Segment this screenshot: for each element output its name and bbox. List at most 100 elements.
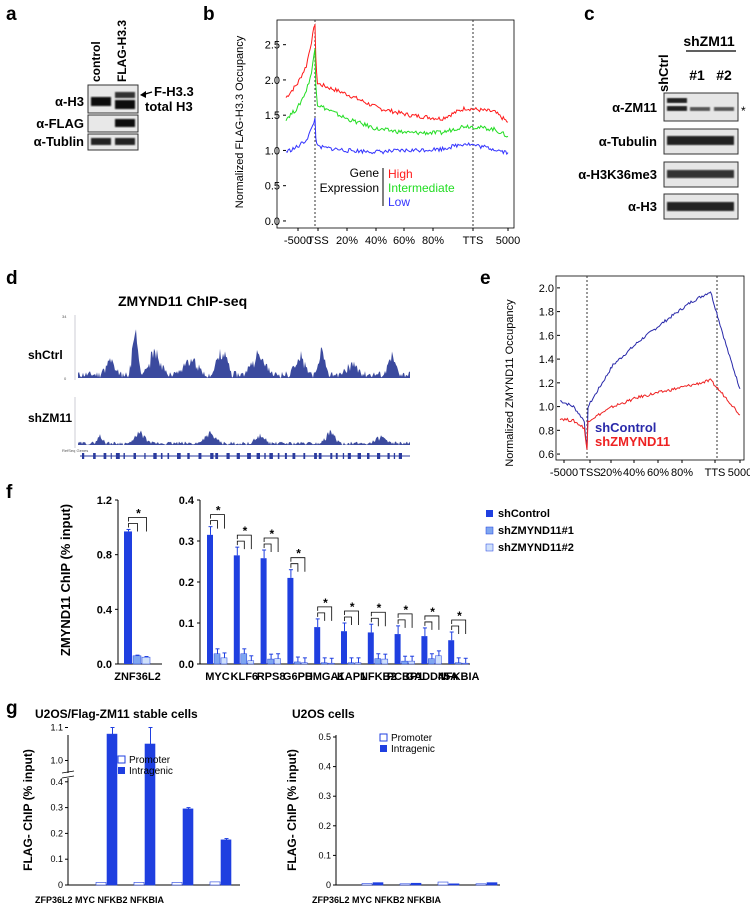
d-gene-exon (215, 453, 219, 459)
f-right-bar-pcbp1-0 (394, 634, 401, 664)
f-right-category-label: RPS8 (257, 671, 286, 683)
g-right-legend-promoter: Promoter (391, 733, 433, 744)
g-right-bar-myc-intragenic (410, 882, 422, 886)
panel-letter-g: g (6, 698, 18, 719)
f-legend-shzmynd11-2: shZMYND11#2 (498, 542, 574, 554)
d-gene-exon (357, 453, 361, 459)
f-right-category-label: HMGA1 (305, 671, 345, 683)
f-right-bar-rps8-2 (274, 658, 281, 665)
f-right-category-label: KAP1 (337, 671, 366, 683)
d-gene-exon (264, 453, 266, 459)
e-xtick-label: 40% (623, 467, 645, 479)
c-star: * (741, 104, 746, 118)
f-left-ytick-label: 0.4 (97, 604, 113, 616)
d-gene-exon (93, 453, 96, 459)
g-left-title: U2OS/Flag-ZM11 stable cells (35, 707, 198, 721)
d-scale-top: 34 (62, 314, 67, 319)
b-xtick-label: -5000 (284, 235, 312, 247)
b-ytick-label: 1.5 (265, 110, 280, 122)
b-legend-title-2: Expression (320, 181, 379, 195)
d-gene-exon (153, 453, 157, 459)
d-gene-exon (269, 453, 273, 459)
band (667, 98, 687, 103)
d-track-label-shzm11: shZM11 (28, 411, 72, 425)
g-right-bar-myc-promoter (399, 883, 411, 886)
d-gene-exon (210, 453, 214, 459)
g-left-legend-intragenic: Intragenic (129, 766, 173, 777)
f-left-ytick-label: 1.2 (97, 495, 112, 507)
d-track-label-shctrl: shCtrl (28, 348, 63, 362)
f-right-sig-bracket-1 (210, 520, 218, 529)
f-right-sig-bracket-1 (290, 563, 299, 572)
panel-e: Normalized ZMYND11 Occupancy 0.6 0.8 1.0 1.… (504, 275, 750, 479)
f-right-bar-nfkbia-2 (461, 662, 469, 665)
c-lane-2: #2 (716, 67, 732, 83)
f-right-bar-hmga1-0 (314, 627, 321, 664)
g-right-ytick-label: 0.2 (318, 821, 331, 831)
band (667, 136, 734, 145)
g-right-ytick-label: 0.3 (318, 791, 331, 801)
band (667, 202, 734, 211)
f-legend-shcontrol: shControl (498, 508, 550, 520)
f-right-bar-rps8-1 (267, 658, 274, 665)
e-ytick-label: 2.0 (539, 283, 554, 295)
g-left-chart: 0 0.1 0.2 0.3 0.4 1.0 1.1 (50, 723, 240, 890)
f-right-sig-bracket-1 (344, 616, 352, 625)
d-gene-exon (367, 453, 370, 459)
f-right-sig-bracket-1 (263, 543, 272, 553)
g-left-ytick-label: 0.2 (50, 828, 63, 838)
f-right-bar-nfkbia-1 (454, 662, 462, 665)
b-ytick-label: 2.0 (265, 75, 280, 87)
panel-letter-b: b (203, 4, 215, 25)
panel-a: control FLAG-H3.3 α-H3 α-FLAG α-Tublin F… (34, 20, 194, 151)
d-gene-exon (277, 453, 280, 459)
g-right-chart: 0 0.1 0.2 0.3 0.4 0.5 (318, 732, 500, 890)
g-left-bar-zfp36l2-promoter (95, 882, 107, 886)
g-left-axis-break (62, 773, 74, 778)
label-total-h3: total H3 (145, 99, 193, 114)
d-gene-exon (177, 453, 181, 459)
e-xtick-label: 60% (647, 467, 669, 479)
f-right-bar-klf6-0 (233, 555, 240, 664)
panel-d: ZMYND11 ChIP-seq shCtrl shZM11 34 0 RefS… (28, 293, 410, 459)
g-left-ytick-label: 0.3 (50, 803, 63, 813)
c-group-label: shZM11 (683, 33, 735, 49)
band-label-tublin: α-Tublin (34, 134, 84, 149)
f-right-category-label: MYC (205, 671, 230, 683)
g-right-ylabel: FLAG- ChIP (% input) (285, 749, 299, 871)
panel-letter-a: a (6, 4, 17, 25)
d-gene-exon (187, 453, 190, 459)
panel-b: Normalized FLAG-H3.3 Occupancy 0.0 0.5 1.0… (234, 19, 520, 247)
f-right-sig-bracket-1 (236, 540, 245, 550)
lane-label-flag-h33: FLAG-H3.3 (115, 20, 129, 82)
g-left-break-mark (61, 775, 75, 779)
f-right-bar-kap1-0 (341, 631, 347, 664)
d-track-shzm11 (78, 429, 410, 445)
f-right-ytick-label: 0.0 (179, 659, 194, 671)
f-right-sig-bracket-2 (290, 557, 306, 572)
g-right-legend-swatch-intragenic (380, 745, 387, 752)
b-series-lines (285, 23, 509, 156)
f-left-category-label: ZNF36L2 (114, 671, 160, 683)
e-ytick-label: 1.8 (539, 307, 554, 319)
f-legend-swatch-sh2 (485, 543, 494, 552)
d-refseq-label: RefSeq Genes (62, 448, 88, 453)
f-right-bar-kap1-2 (354, 662, 362, 665)
band (91, 138, 111, 145)
f-left-sig-bracket-1 (128, 523, 138, 532)
f-right-bar-hmga1-1 (320, 662, 328, 665)
f-right-category-label: G6PD (283, 671, 313, 683)
b-legend-low: Low (388, 195, 410, 209)
f-right-sig-bracket-1 (370, 617, 379, 627)
f-left-bar-znf36l2-0 (124, 531, 132, 664)
d-title: ZMYND11 ChIP-seq (118, 293, 247, 309)
g-right-bar-nfkbia-promoter (475, 883, 487, 886)
d-gene-exon (398, 453, 402, 459)
f-right-sig-bracket-1 (397, 619, 406, 628)
e-series-shcontrol (559, 291, 741, 450)
panel-letter-e: e (480, 268, 491, 289)
e-xticks: -5000 TSS 20% 40% 60% 80% TTS 5000 (550, 460, 750, 479)
f-right-sig-bracket-2 (424, 615, 440, 630)
b-series-high (285, 23, 509, 123)
